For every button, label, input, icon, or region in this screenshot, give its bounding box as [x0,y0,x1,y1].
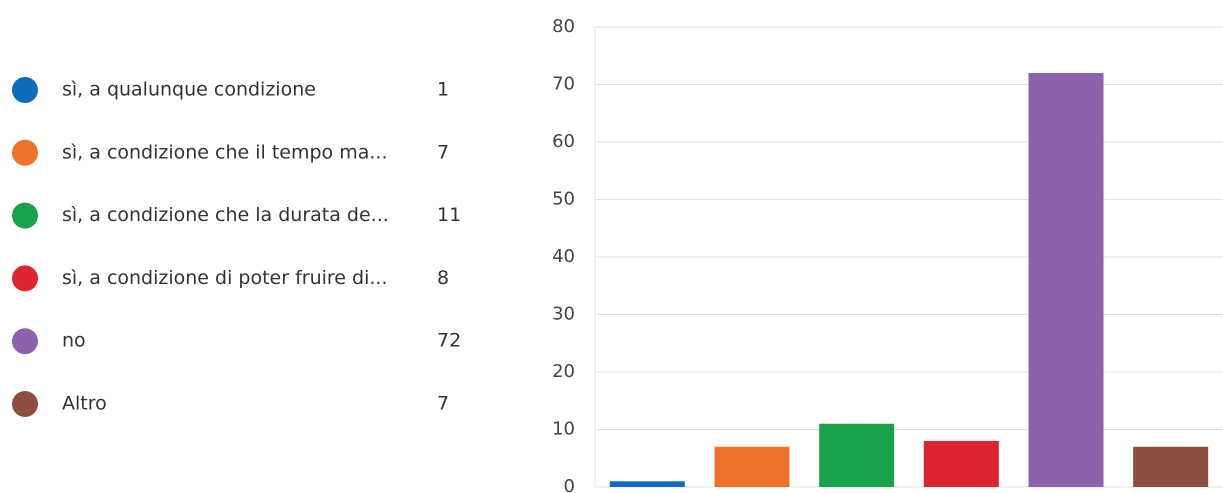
legend-label: sì, a condizione che il tempo ma... [62,141,388,163]
y-tick-label: 10 [552,419,575,440]
bar [714,446,790,487]
legend-value: 11 [437,204,461,226]
y-tick-label: 60 [552,131,575,152]
legend-marker [12,202,38,229]
legend-label: no [62,330,86,352]
bar [609,481,685,487]
y-tick-label: 80 [552,16,575,37]
legend-label: sì, a condizione che la durata de... [62,204,389,226]
legend-label: sì, a condizione di poter fruire di... [62,267,388,289]
legend-marker [12,265,38,292]
bar [1028,73,1104,487]
legend-marker [12,77,38,103]
bar [1133,446,1209,487]
y-tick-label: 20 [552,361,575,382]
y-tick-label: 50 [552,189,575,210]
legend-label: sì, a qualunque condizione [62,79,316,101]
legend-marker [12,391,38,417]
legend-value: 7 [437,141,449,163]
bar [819,423,895,487]
legend-value: 8 [437,267,449,289]
legend-value: 72 [437,330,461,352]
y-tick-label: 30 [552,304,575,325]
legend-label: Altro [62,393,107,415]
legend-value: 1 [437,79,449,101]
bar [923,441,999,487]
legend-marker [12,328,38,355]
legend-marker [12,139,38,166]
y-tick-label: 70 [552,74,575,95]
y-tick-label: 40 [552,246,575,267]
y-tick-label: 0 [564,476,575,493]
legend-value: 7 [437,393,449,415]
